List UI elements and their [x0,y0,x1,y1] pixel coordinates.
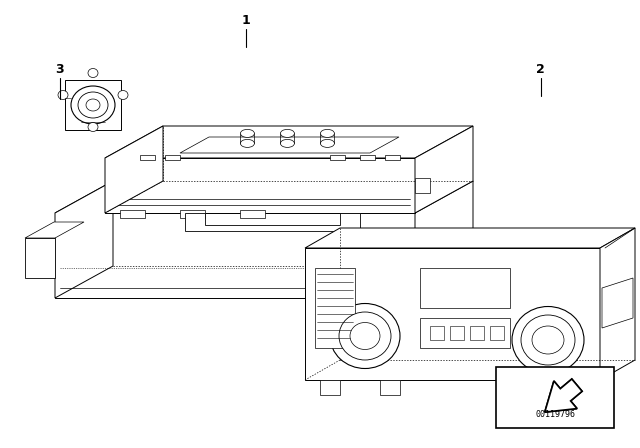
Polygon shape [185,213,360,231]
Polygon shape [600,228,635,380]
Polygon shape [490,326,504,340]
Polygon shape [55,213,415,298]
Polygon shape [545,379,582,412]
Polygon shape [385,155,400,160]
Polygon shape [180,137,399,153]
Ellipse shape [350,323,380,349]
Polygon shape [415,178,430,193]
Ellipse shape [88,122,98,132]
Polygon shape [602,278,633,328]
Ellipse shape [532,326,564,354]
Ellipse shape [321,129,334,138]
Text: 2: 2 [536,63,545,76]
Polygon shape [320,380,340,395]
Bar [496,367,614,428]
Polygon shape [120,210,145,218]
Polygon shape [165,155,180,160]
Polygon shape [415,126,473,213]
Polygon shape [25,238,55,278]
Polygon shape [315,268,355,348]
Polygon shape [25,222,84,238]
Polygon shape [65,80,121,130]
Polygon shape [450,326,464,340]
Polygon shape [415,181,473,298]
Polygon shape [55,181,113,298]
Ellipse shape [339,312,391,360]
Polygon shape [500,380,520,395]
Polygon shape [55,181,473,213]
Ellipse shape [78,92,108,118]
Ellipse shape [280,129,294,138]
Polygon shape [360,155,375,160]
Polygon shape [105,158,415,213]
Ellipse shape [280,139,294,147]
Ellipse shape [86,99,100,111]
Polygon shape [305,248,600,380]
Ellipse shape [512,306,584,374]
Polygon shape [470,326,484,340]
Ellipse shape [88,69,98,78]
Polygon shape [105,126,163,213]
Polygon shape [545,379,582,412]
Text: 3: 3 [55,63,64,76]
Polygon shape [330,155,345,160]
Text: 1: 1 [242,13,251,27]
Ellipse shape [241,139,255,147]
Polygon shape [560,380,580,395]
Ellipse shape [118,90,128,99]
Ellipse shape [521,315,575,365]
Polygon shape [380,380,400,395]
Polygon shape [240,210,265,218]
Polygon shape [305,228,635,248]
Ellipse shape [241,129,255,138]
Ellipse shape [71,86,115,124]
Polygon shape [140,155,155,160]
Ellipse shape [321,139,334,147]
Polygon shape [180,210,205,218]
Ellipse shape [58,90,68,99]
Polygon shape [420,318,510,348]
Polygon shape [420,268,510,308]
Ellipse shape [330,303,400,369]
Text: 00119796: 00119796 [535,410,575,419]
Polygon shape [430,326,444,340]
Polygon shape [105,126,473,158]
